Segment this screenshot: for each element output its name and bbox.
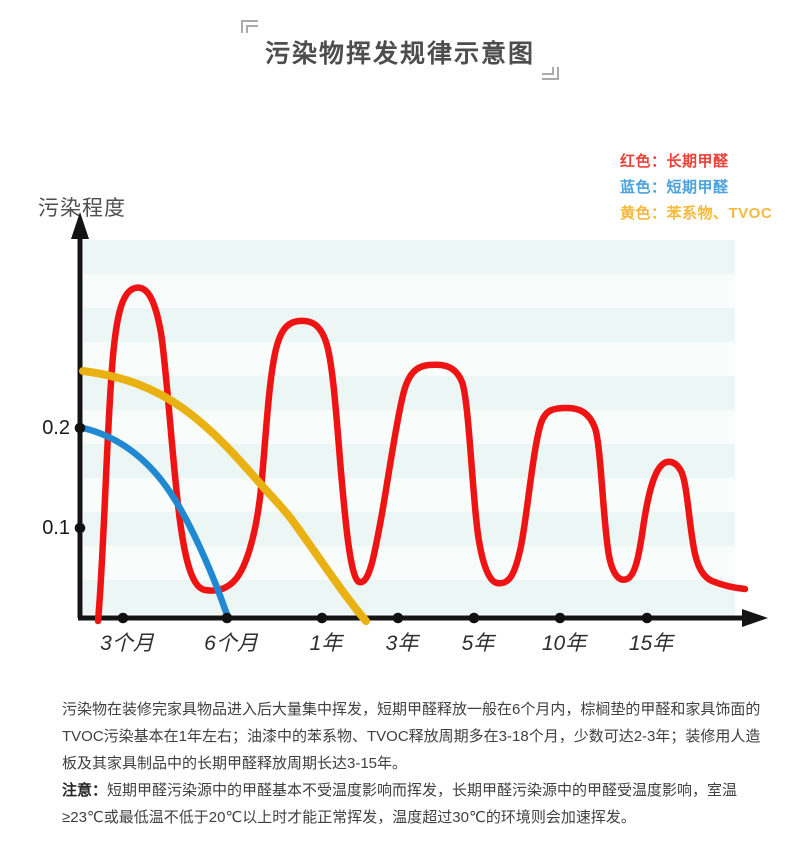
y-axis-arrow-icon (71, 212, 89, 239)
y-tick-dot-1 (74, 522, 86, 534)
x-axis-arrow-icon (742, 609, 768, 627)
x-tick-dot-5 (554, 612, 566, 624)
y-tick-label-1: 0.1 (42, 517, 70, 539)
x-tick-label-0: 3个月 (100, 632, 154, 655)
title-bracket-topleft-icon (240, 20, 258, 33)
legend-item-yellow-benzene-tvoc: 黄色：苯系物、TVOC (620, 205, 773, 222)
x-tick-label-4: 5年 (461, 632, 495, 655)
note-warning-label: 注意： (62, 782, 108, 799)
x-tick-label-1: 6个月 (204, 632, 258, 655)
note-paragraph: 污染物在装修完家具物品进入后大量集中挥发，短期甲醛释放一般在6个月内，棕榈垫的甲… (62, 701, 761, 772)
x-tick-label-6: 15年 (628, 632, 674, 655)
x-tick-dot-6 (641, 612, 653, 624)
x-tick-dot-0 (117, 612, 129, 624)
chart-canvas (71, 212, 768, 627)
series-line-benzene-tvoc (79, 367, 370, 625)
y-tick-dot-0 (74, 422, 86, 434)
x-tick-dot-1 (221, 612, 233, 624)
series-line-long-term-formaldehyde (94, 284, 749, 625)
note-warning: 注意：短期甲醛污染源中的甲醛基本不受温度影响而挥发，长期甲醛污染源中的甲醛受温度… (62, 777, 762, 831)
page-title: 污染物挥发规律示意图 (264, 40, 535, 68)
legend-item-red-long-term-formaldehyde: 红色：长期甲醛 (620, 153, 729, 170)
title-bracket-bottomright-icon (542, 67, 559, 80)
note-warning-text: 短期甲醛污染源中的甲醛基本不受温度影响而挥发，长期甲醛污染源中的甲醛受温度影响，… (62, 782, 738, 826)
series-line-short-term-formaldehyde (79, 424, 232, 621)
x-tick-dot-2 (316, 612, 328, 624)
legend-item-blue-short-term-formaldehyde: 蓝色：短期甲醛 (620, 179, 729, 196)
notes-block: 污染物在装修完家具物品进入后大量集中挥发，短期甲醛释放一般在6个月内，棕榈垫的甲… (62, 696, 762, 831)
title-area: 污染物挥发规律示意图 (0, 20, 800, 80)
y-axis-title: 污染程度 (38, 197, 126, 220)
x-tick-dot-4 (468, 612, 480, 624)
y-tick-label-0: 0.2 (42, 417, 70, 439)
x-tick-label-5: 10年 (541, 632, 587, 655)
x-tick-label-2: 1年 (309, 632, 343, 655)
legend: 红色：长期甲醛 蓝色：短期甲醛黄色：苯系物、TVOC (620, 149, 772, 227)
plot-background (83, 240, 735, 617)
x-tick-dot-3 (392, 612, 404, 624)
x-tick-label-3: 3年 (385, 632, 419, 655)
